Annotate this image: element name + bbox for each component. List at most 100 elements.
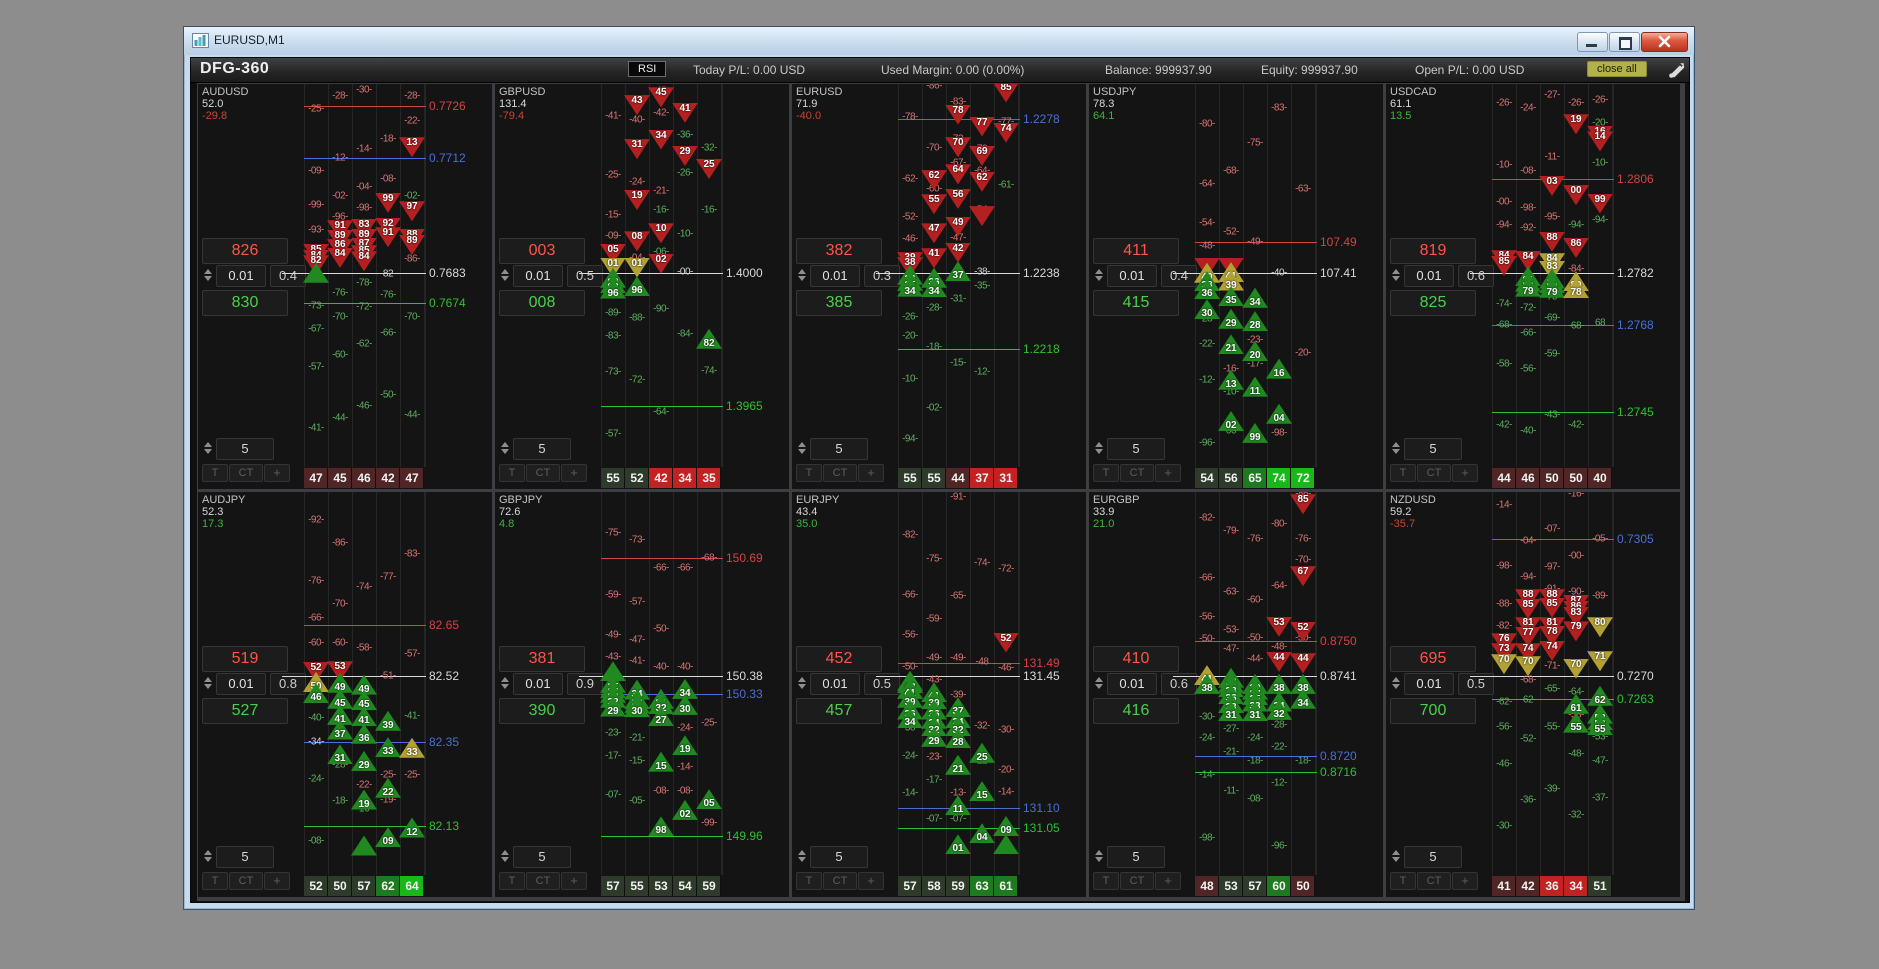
t-button[interactable]: T	[796, 872, 822, 890]
lot-input[interactable]: 0.01	[216, 673, 266, 695]
lot-input[interactable]: 0.01	[1107, 673, 1157, 695]
t-button[interactable]: T	[1093, 464, 1119, 482]
step-up-icon[interactable]	[798, 850, 806, 855]
lot-stepper[interactable]	[796, 675, 808, 691]
lot-stepper[interactable]	[1390, 267, 1402, 283]
sell-button[interactable]: 695	[1390, 646, 1476, 672]
lot-stepper[interactable]	[499, 267, 511, 283]
lot-stepper[interactable]	[1093, 267, 1105, 283]
buy-button[interactable]: 415	[1093, 290, 1179, 316]
t-button[interactable]: T	[499, 464, 525, 482]
sell-button[interactable]: 381	[499, 646, 585, 672]
qty-input[interactable]: 5	[513, 438, 571, 460]
qty-stepper[interactable]	[1390, 848, 1402, 864]
lot-input[interactable]: 0.01	[216, 265, 266, 287]
t-button[interactable]: T	[202, 872, 228, 890]
step-down-icon[interactable]	[798, 276, 806, 281]
buy-button[interactable]: 830	[202, 290, 288, 316]
ct-button[interactable]: CT	[1417, 464, 1451, 482]
add-button[interactable]: +	[264, 464, 290, 482]
ct-button[interactable]: CT	[526, 872, 560, 890]
sell-button[interactable]: 519	[202, 646, 288, 672]
ct-button[interactable]: CT	[229, 464, 263, 482]
step-up-icon[interactable]	[204, 442, 212, 447]
step-down-icon[interactable]	[1392, 857, 1400, 862]
ct-button[interactable]: CT	[1120, 872, 1154, 890]
step-up-icon[interactable]	[204, 850, 212, 855]
lot-input[interactable]: 0.01	[1404, 265, 1454, 287]
step-up-icon[interactable]	[1392, 442, 1400, 447]
step-down-icon[interactable]	[1392, 276, 1400, 281]
buy-button[interactable]: 008	[499, 290, 585, 316]
t-button[interactable]: T	[202, 464, 228, 482]
step-up-icon[interactable]	[798, 677, 806, 682]
lot-input[interactable]: 0.01	[513, 673, 563, 695]
qty-input[interactable]: 5	[216, 846, 274, 868]
qty-stepper[interactable]	[796, 440, 808, 456]
lot-input[interactable]: 0.01	[1404, 673, 1454, 695]
settings-wrench-icon[interactable]	[1668, 61, 1686, 79]
sell-button[interactable]: 411	[1093, 238, 1179, 264]
buy-button[interactable]: 527	[202, 698, 288, 724]
ct-button[interactable]: CT	[229, 872, 263, 890]
step-down-icon[interactable]	[1095, 276, 1103, 281]
lot-stepper[interactable]	[202, 675, 214, 691]
step-down-icon[interactable]	[1095, 857, 1103, 862]
step-up-icon[interactable]	[798, 269, 806, 274]
qty-input[interactable]: 5	[1404, 438, 1462, 460]
step-down-icon[interactable]	[1392, 449, 1400, 454]
step-down-icon[interactable]	[501, 449, 509, 454]
lot-stepper[interactable]	[796, 267, 808, 283]
step-up-icon[interactable]	[501, 850, 509, 855]
qty-stepper[interactable]	[796, 848, 808, 864]
buy-button[interactable]: 700	[1390, 698, 1476, 724]
step-down-icon[interactable]	[204, 449, 212, 454]
qty-input[interactable]: 5	[810, 438, 868, 460]
sell-button[interactable]: 410	[1093, 646, 1179, 672]
sell-button[interactable]: 003	[499, 238, 585, 264]
minimize-button[interactable]	[1577, 32, 1608, 52]
t-button[interactable]: T	[796, 464, 822, 482]
add-button[interactable]: +	[264, 872, 290, 890]
sell-button[interactable]: 826	[202, 238, 288, 264]
lot-stepper[interactable]	[499, 675, 511, 691]
lot-input[interactable]: 0.01	[1107, 265, 1157, 287]
ct-button[interactable]: CT	[526, 464, 560, 482]
step-up-icon[interactable]	[1095, 269, 1103, 274]
close-all-button[interactable]: close all	[1587, 61, 1647, 77]
add-button[interactable]: +	[561, 464, 587, 482]
step-up-icon[interactable]	[798, 442, 806, 447]
qty-stepper[interactable]	[499, 848, 511, 864]
step-down-icon[interactable]	[798, 857, 806, 862]
buy-button[interactable]: 416	[1093, 698, 1179, 724]
step-down-icon[interactable]	[204, 857, 212, 862]
lot-input[interactable]: 0.01	[810, 265, 860, 287]
buy-button[interactable]: 457	[796, 698, 882, 724]
ct-button[interactable]: CT	[1120, 464, 1154, 482]
qty-input[interactable]: 5	[810, 846, 868, 868]
sell-button[interactable]: 452	[796, 646, 882, 672]
step-down-icon[interactable]	[501, 684, 509, 689]
sell-button[interactable]: 382	[796, 238, 882, 264]
step-down-icon[interactable]	[1095, 684, 1103, 689]
qty-input[interactable]: 5	[1404, 846, 1462, 868]
step-up-icon[interactable]	[1095, 442, 1103, 447]
close-button[interactable]	[1641, 32, 1688, 52]
step-up-icon[interactable]	[1095, 850, 1103, 855]
restore-button[interactable]	[1609, 32, 1640, 52]
step-down-icon[interactable]	[798, 684, 806, 689]
t-button[interactable]: T	[1390, 464, 1416, 482]
t-button[interactable]: T	[499, 872, 525, 890]
step-up-icon[interactable]	[1095, 677, 1103, 682]
lot-stepper[interactable]	[1390, 675, 1402, 691]
qty-stepper[interactable]	[1093, 848, 1105, 864]
step-up-icon[interactable]	[501, 677, 509, 682]
step-down-icon[interactable]	[1392, 684, 1400, 689]
lot-stepper[interactable]	[202, 267, 214, 283]
step-down-icon[interactable]	[501, 276, 509, 281]
add-button[interactable]: +	[1155, 872, 1181, 890]
buy-button[interactable]: 390	[499, 698, 585, 724]
lot-input[interactable]: 0.01	[513, 265, 563, 287]
qty-input[interactable]: 5	[513, 846, 571, 868]
qty-input[interactable]: 5	[1107, 438, 1165, 460]
